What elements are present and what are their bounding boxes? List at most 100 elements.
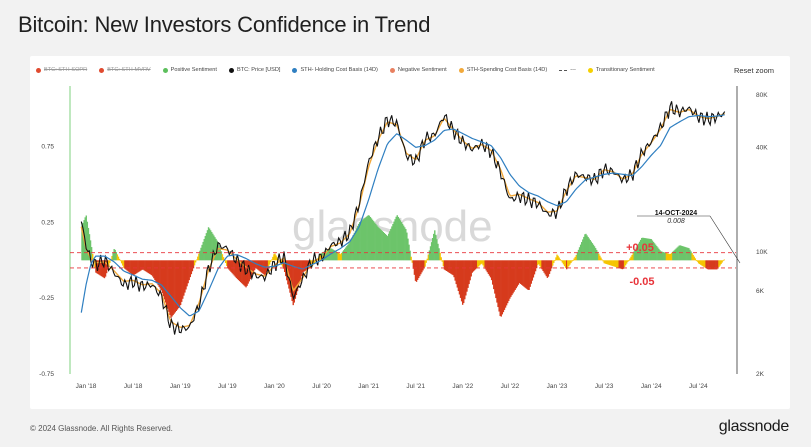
- sentiment-bar: [602, 260, 604, 262]
- sentiment-bar: [434, 230, 436, 261]
- sentiment-bar: [628, 260, 630, 261]
- sentiment-bar: [605, 260, 608, 265]
- sentiment-bar: [292, 260, 294, 306]
- sentiment-bar: [206, 230, 209, 261]
- sentiment-bar: [715, 260, 717, 270]
- legend-item[interactable]: STH-Spending Cost Basis (14D): [458, 67, 547, 73]
- sentiment-bar: [229, 260, 231, 271]
- sentiment-bar: [453, 260, 455, 278]
- sentiment-bar: [357, 223, 360, 261]
- sentiment-bar: [267, 260, 270, 268]
- sentiment-bar: [381, 230, 383, 261]
- x-axis-tick: Jul '24: [689, 383, 708, 390]
- sentiment-bar: [298, 260, 301, 284]
- sentiment-bar: [152, 260, 154, 277]
- sentiment-bar: [585, 233, 587, 261]
- legend-item[interactable]: ---: [559, 67, 576, 73]
- sentiment-bar: [454, 260, 456, 281]
- sentiment-bar: [697, 260, 700, 264]
- sentiment-bar: [173, 260, 175, 314]
- sentiment-bar: [135, 260, 138, 274]
- sentiment-bar: [586, 235, 588, 261]
- sentiment-bar: [238, 260, 241, 282]
- sentiment-bar: [635, 247, 638, 261]
- legend-item[interactable]: Positive Sentiment: [162, 67, 217, 73]
- x-axis-tick: Jul '19: [218, 383, 237, 390]
- legend-item[interactable]: BTC: STH-MVRV: [99, 67, 151, 73]
- sentiment-bar: [637, 243, 640, 261]
- sentiment-bar: [667, 253, 670, 261]
- sentiment-bar: [157, 260, 159, 286]
- sentiment-bar: [305, 260, 307, 271]
- sentiment-bar: [696, 260, 699, 262]
- legend-item[interactable]: Negative Sentiment: [389, 67, 447, 73]
- callout-value: 0.008: [667, 218, 685, 225]
- sentiment-bar: [222, 257, 225, 261]
- sentiment-bar: [666, 253, 669, 261]
- footer-copyright: © 2024 Glassnode. All Rights Reserved.: [30, 424, 173, 433]
- sentiment-bar: [655, 244, 657, 261]
- sentiment-bar: [682, 246, 685, 261]
- sentiment-bar: [375, 223, 377, 261]
- sentiment-bar: [156, 260, 158, 284]
- sentiment-bar: [552, 260, 554, 266]
- sentiment-bar: [511, 260, 513, 296]
- sentiment-bar: [718, 260, 720, 268]
- legend-item[interactable]: Transitionary Sentiment: [587, 67, 655, 73]
- sentiment-bar: [141, 260, 143, 270]
- sentiment-bar: [385, 235, 388, 261]
- sentiment-bar: [612, 260, 614, 267]
- legend-item[interactable]: BTC: Price [USD]: [228, 67, 280, 73]
- sentiment-bar: [702, 260, 704, 267]
- sentiment-bar: [390, 228, 392, 261]
- footer-brand-logo: glassnode: [718, 418, 790, 435]
- sentiment-bar: [384, 233, 387, 261]
- sentiment-bar: [663, 252, 665, 261]
- legend-item[interactable]: STH- Holding Cost Basis (14D): [292, 67, 378, 73]
- sentiment-bar: [123, 260, 125, 268]
- sentiment-bar: [151, 260, 153, 276]
- sentiment-bar: [282, 260, 285, 269]
- sentiment-bar: [391, 226, 393, 261]
- sentiment-bar: [471, 260, 473, 273]
- sentiment-bar: [609, 260, 612, 266]
- sentiment-bar: [409, 250, 411, 261]
- sentiment-bar: [426, 258, 428, 261]
- sentiment-bar: [113, 249, 115, 261]
- sentiment-bar: [507, 260, 509, 304]
- sentiment-bar: [204, 236, 206, 261]
- sentiment-bar: [242, 260, 244, 285]
- sentiment-bar: [103, 260, 106, 279]
- sentiment-bar: [168, 260, 170, 312]
- sentiment-bar: [425, 260, 427, 263]
- sentiment-bar: [648, 238, 650, 261]
- left-axis-tick: 0.25: [41, 219, 54, 226]
- sentiment-bar: [615, 260, 617, 268]
- x-axis-tick: Jan '23: [547, 383, 568, 390]
- sentiment-bar: [525, 260, 527, 289]
- sentiment-bar: [592, 244, 595, 261]
- sentiment-bar: [163, 260, 166, 300]
- sentiment-bar: [172, 260, 174, 316]
- sentiment-bar: [367, 215, 369, 261]
- reset-zoom-button[interactable]: Reset zoom: [730, 64, 778, 77]
- legend-item[interactable]: BTC: STH-SOPR: [36, 67, 87, 73]
- sentiment-bar: [360, 221, 362, 261]
- sentiment-bar: [573, 258, 575, 261]
- sentiment-bar: [709, 260, 712, 270]
- sentiment-bar: [160, 260, 163, 291]
- sentiment-bar: [577, 249, 580, 261]
- holding-cost-basis-line: [80, 114, 725, 317]
- sentiment-bar: [339, 254, 342, 261]
- sentiment-bar: [92, 253, 94, 261]
- sentiment-bar: [621, 260, 624, 270]
- sentiment-bar: [131, 260, 134, 275]
- sentiment-bar: [115, 252, 117, 261]
- sentiment-bar: [601, 259, 603, 261]
- sentiment-bar: [378, 227, 380, 261]
- sentiment-bar: [109, 260, 111, 263]
- sentiment-bar: [193, 260, 196, 266]
- sentiment-bar: [614, 260, 616, 267]
- sentiment-bar: [208, 228, 211, 261]
- sentiment-bar: [399, 220, 402, 261]
